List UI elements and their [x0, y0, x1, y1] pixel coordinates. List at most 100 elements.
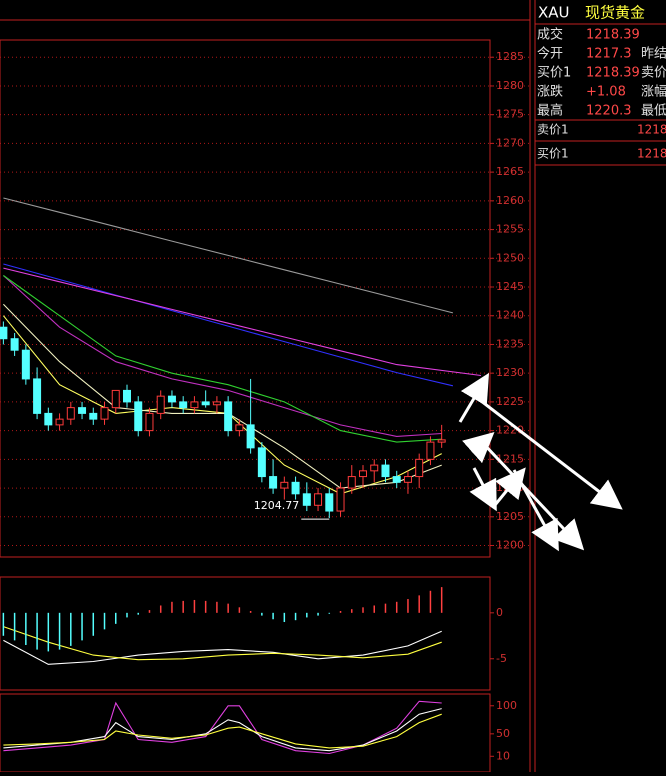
- y-tick-label: 1200: [496, 539, 524, 552]
- candle-body: [426, 441, 435, 460]
- candle-body: [403, 476, 412, 483]
- arrow: [469, 467, 497, 512]
- arrow: [493, 467, 526, 506]
- y-tick-label: 1250: [496, 251, 524, 264]
- candle-body: [10, 338, 19, 351]
- instrument-name: 现货黄金: [585, 4, 645, 22]
- indicator-line: [3, 197, 454, 314]
- y-tick-label: 100: [496, 699, 517, 712]
- candle-body: [212, 401, 221, 406]
- candle-body: [122, 389, 131, 403]
- symbol: XAU: [538, 4, 570, 22]
- candle-body: [336, 487, 345, 512]
- candle-body: [370, 464, 379, 472]
- candle-body: [246, 424, 255, 449]
- y-tick-label: 1240: [496, 309, 524, 322]
- low-label: 1204.77: [254, 499, 300, 512]
- candle-body: [100, 407, 109, 420]
- annotation-arrows: [458, 372, 623, 552]
- candle-body: [44, 412, 53, 426]
- book-label: 卖价1: [537, 123, 569, 137]
- panel: 0 -5: [2, 587, 507, 665]
- candle-body: [359, 470, 368, 478]
- plots: 1200120512101215122012251230123512401245…: [0, 50, 530, 762]
- quote-label: 卖价: [641, 66, 666, 81]
- quote-label: 最低: [641, 104, 666, 119]
- candle-body: [190, 401, 199, 409]
- candle-body: [235, 424, 244, 432]
- y-tick-label: 1245: [496, 280, 524, 293]
- y-tick-label: 1275: [496, 108, 524, 121]
- quote-label: 涨跌: [537, 84, 563, 100]
- arrow: [478, 438, 585, 551]
- y-tick-label: 1270: [496, 136, 524, 149]
- price-frame: [0, 39, 491, 558]
- indicator-line: [3, 700, 442, 755]
- book-value: 1218: [637, 123, 666, 137]
- candle-body: [78, 407, 87, 414]
- y-tick-label: 1265: [496, 165, 524, 178]
- candle-body: [167, 395, 176, 403]
- candle-body: [33, 378, 42, 414]
- book-label: 买价1: [537, 147, 569, 161]
- candle-body: [291, 481, 300, 495]
- y-tick-label: 1285: [496, 50, 524, 63]
- quote-value: 1218.39: [586, 28, 640, 43]
- candle-body: [280, 481, 289, 489]
- y-tick-label: 50: [496, 727, 510, 740]
- macd-frame: [0, 576, 491, 691]
- indicator-line: [3, 275, 442, 437]
- candle-body: [134, 401, 143, 432]
- candle-body: [55, 418, 64, 426]
- candle-body: [0, 326, 8, 340]
- candle-body: [156, 395, 165, 414]
- y-tick-label: 1260: [496, 194, 524, 207]
- indicator-line: [3, 708, 442, 752]
- quote-label: 最高: [537, 103, 563, 119]
- quote-label: 买价1: [537, 66, 571, 81]
- candle-body: [111, 389, 120, 409]
- y-tick-label: 1230: [496, 366, 524, 379]
- y-tick-label: 1255: [496, 223, 524, 236]
- y-tick-label: 1280: [496, 79, 524, 92]
- quote-label: 今开: [537, 46, 563, 62]
- candle-body: [66, 407, 75, 420]
- candle-body: [179, 401, 188, 409]
- quote-value: 1218.39: [586, 66, 640, 81]
- candle-body: [325, 493, 334, 512]
- quote-value: +1.08: [586, 85, 626, 100]
- quote-value: 1217.3: [586, 47, 632, 62]
- quote-label: 成交: [537, 27, 563, 43]
- arrow: [462, 432, 495, 464]
- indicator-line: [3, 630, 442, 665]
- candle-body: [269, 476, 278, 489]
- indicator-line: [3, 263, 454, 387]
- y-tick-label: 1225: [496, 395, 524, 408]
- y-tick-label: 10: [496, 749, 510, 762]
- y-tick-label: 0: [496, 606, 503, 619]
- quote-label: 涨幅: [641, 85, 666, 100]
- candle-body: [257, 447, 266, 478]
- y-tick-label: 1205: [496, 510, 524, 523]
- candle-body: [314, 493, 323, 506]
- candle-body: [201, 401, 210, 406]
- indicator-line: [3, 626, 442, 661]
- arrow: [471, 392, 623, 510]
- panel: 100 50 10: [3, 699, 517, 762]
- y-tick-label: -5: [496, 652, 507, 665]
- arrow: [458, 372, 490, 423]
- candle-body: [89, 412, 98, 420]
- candle-body: [392, 476, 401, 483]
- indicator-line: [3, 275, 442, 443]
- candle-body: [21, 349, 30, 380]
- quote-label: 昨结: [641, 47, 666, 62]
- book-value: 1218: [637, 147, 666, 161]
- indicator-line: [3, 267, 482, 377]
- candle-body: [145, 412, 154, 432]
- y-tick-label: 1235: [496, 337, 524, 350]
- candle-body: [415, 458, 424, 478]
